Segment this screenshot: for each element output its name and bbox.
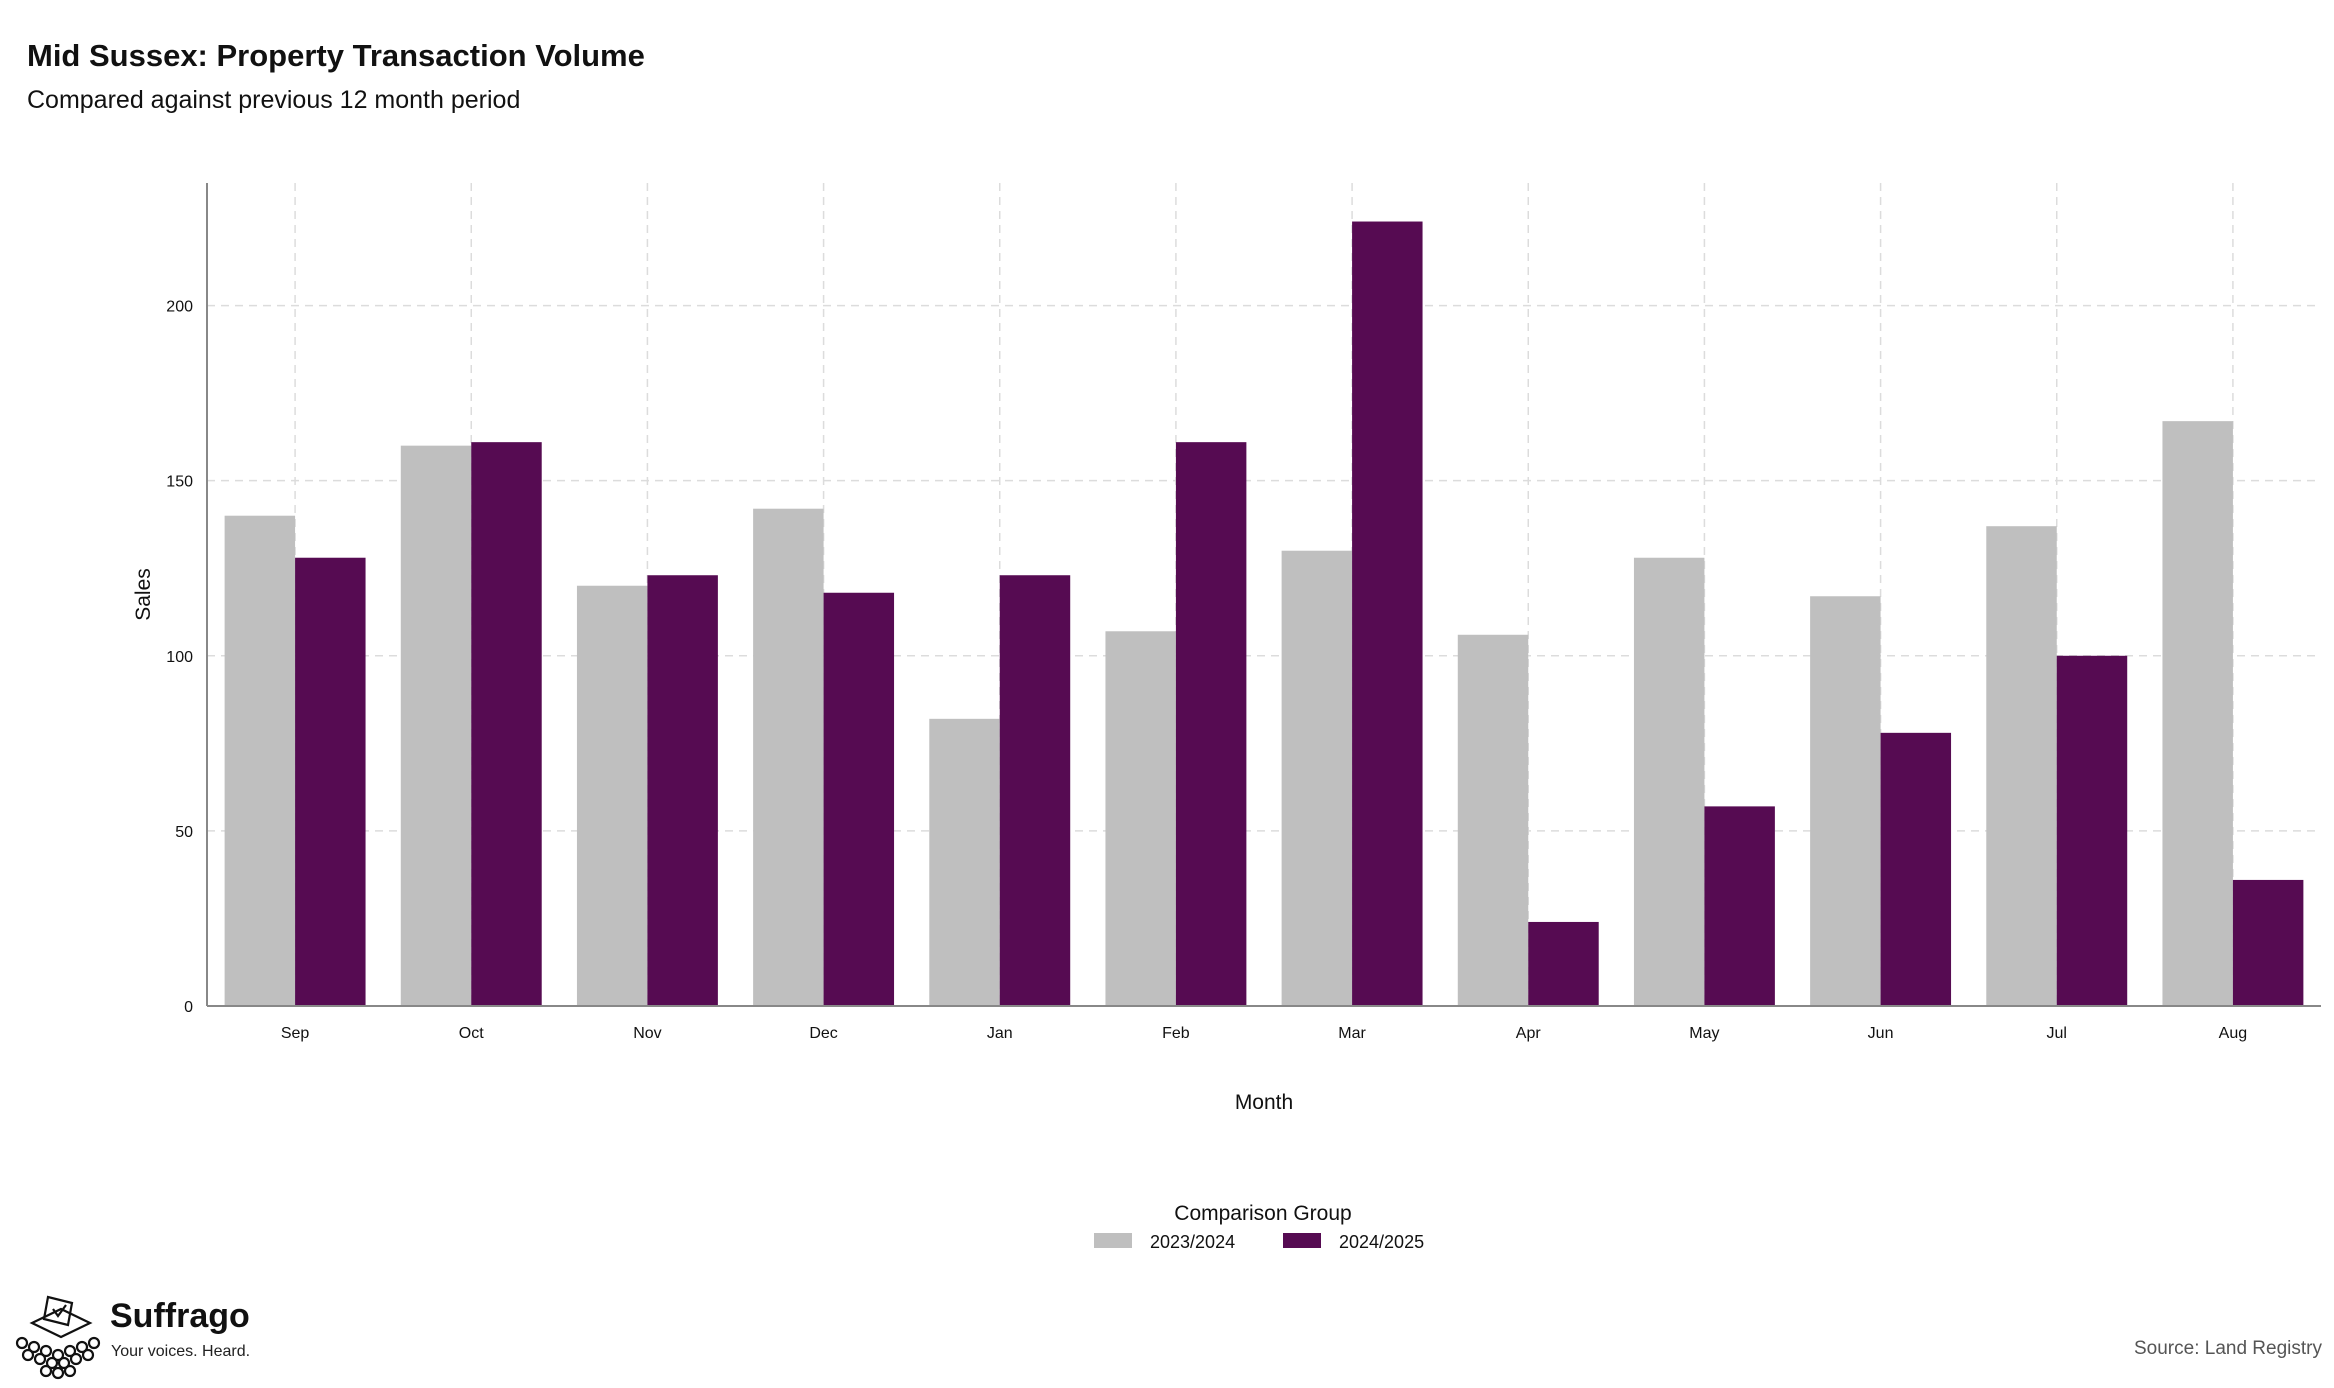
x-tick-label: Jun — [1868, 1025, 1894, 1042]
y-tick-label: 50 — [175, 824, 193, 841]
bar-2023-2024-oct — [400, 445, 472, 1007]
legend-label: 2024/2025 — [1339, 1232, 1424, 1252]
bar-2024-2025-aug — [2232, 879, 2304, 1006]
bar-2023-2024-jul — [1986, 526, 2057, 1006]
bar-2023-2024-may — [1633, 557, 1705, 1006]
bar-2024-2025-jan — [999, 575, 1071, 1006]
bar-2024-2025-jul — [2056, 655, 2128, 1006]
x-tick-label: Sep — [281, 1025, 310, 1042]
x-tick-label: Apr — [1516, 1025, 1542, 1042]
legend-label: 2023/2024 — [1150, 1232, 1235, 1252]
y-tick-label: 100 — [166, 649, 193, 666]
x-tick-label: Feb — [1162, 1025, 1190, 1042]
y-tick-label: 150 — [166, 474, 193, 491]
suffrago-logo: Suffrago Your voices. Heard. — [14, 1295, 274, 1380]
y-tick-label: 0 — [184, 999, 193, 1016]
bar-2024-2025-nov — [647, 575, 718, 1006]
legend-swatch — [1283, 1233, 1321, 1248]
legend: Comparison Group 2023/2024 2024/2025 — [1094, 1202, 1424, 1252]
bar-2024-2025-feb — [1175, 442, 1247, 1006]
bar-2023-2024-sep — [224, 515, 296, 1006]
chart-title: Mid Sussex: Property Transaction Volume — [27, 38, 645, 73]
x-tick-label: Nov — [633, 1025, 661, 1042]
bar-2023-2024-mar — [1281, 550, 1353, 1006]
legend-swatch — [1094, 1233, 1132, 1248]
x-tick-label: May — [1689, 1025, 1719, 1042]
legend-title: Comparison Group — [1174, 1202, 1351, 1225]
y-axis-title: Sales — [132, 568, 155, 621]
x-tick-label: Aug — [2219, 1025, 2247, 1042]
x-axis-title: Month — [1235, 1091, 1293, 1114]
x-tick-label: Dec — [809, 1025, 837, 1042]
bar-2024-2025-may — [1704, 806, 1775, 1006]
bar-2023-2024-dec — [753, 508, 824, 1006]
source-note: Source: Land Registry — [2134, 1338, 2322, 1359]
axes: 0 50 100 150 200 Sep Oct Nov Dec Jan Feb Mar Apr May J… — [132, 183, 2321, 1114]
bar-2023-2024-aug — [2162, 421, 2233, 1007]
bar-2024-2025-oct — [471, 442, 542, 1006]
brand-tagline: Your voices. Heard. — [111, 1343, 251, 1360]
brand-name: Suffrago — [110, 1297, 250, 1335]
bar-2024-2025-dec — [823, 592, 895, 1006]
y-tick-label: 200 — [166, 299, 193, 316]
x-tick-label: Mar — [1338, 1025, 1366, 1042]
bar-2023-2024-nov — [576, 585, 648, 1006]
bar-2023-2024-feb — [1105, 631, 1176, 1006]
bar-2024-2025-mar — [1352, 221, 1423, 1006]
x-tick-label: Jan — [987, 1025, 1013, 1042]
bar-2024-2025-sep — [295, 557, 366, 1006]
chart-subtitle: Compared against previous 12 month perio… — [27, 86, 521, 114]
ballot-box-icon — [15, 1295, 101, 1380]
bar-2023-2024-jun — [1810, 596, 1881, 1006]
bar-2024-2025-jun — [1880, 732, 1952, 1006]
x-tick-label: Oct — [459, 1025, 484, 1042]
bars — [224, 221, 2304, 1007]
bar-2023-2024-apr — [1457, 634, 1529, 1006]
bar-2024-2025-apr — [1528, 921, 1599, 1006]
x-tick-label: Jul — [2047, 1025, 2067, 1042]
bar-2023-2024-jan — [929, 718, 1000, 1006]
